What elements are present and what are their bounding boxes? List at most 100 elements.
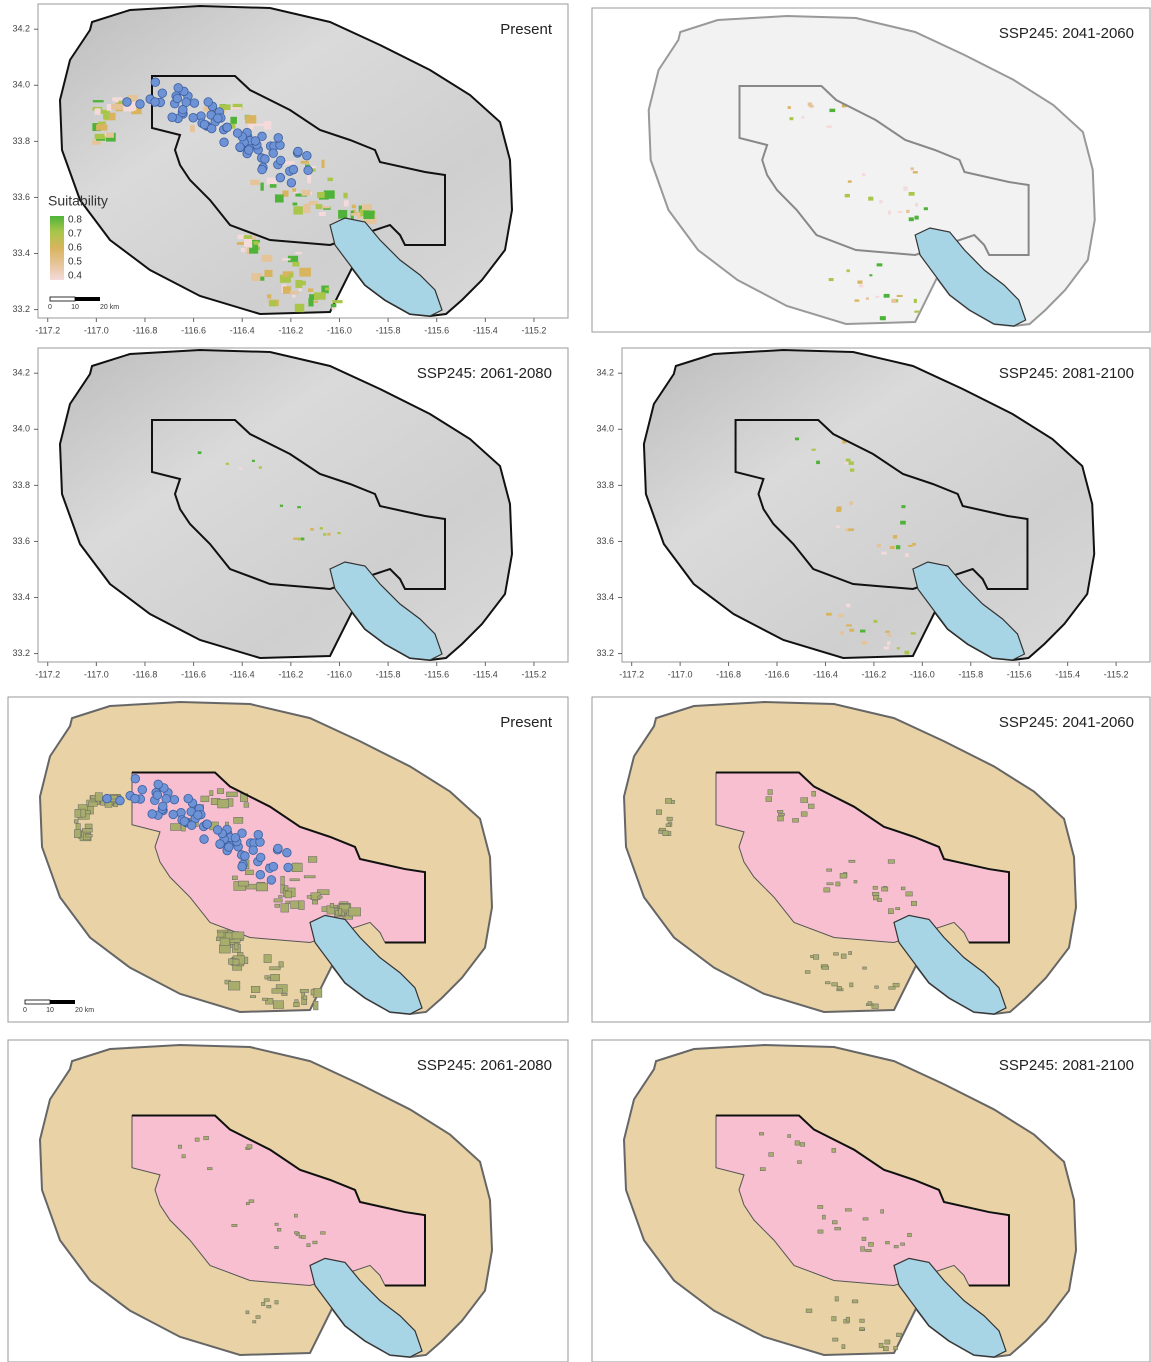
occurrence-point [249, 846, 258, 855]
habitat-patch [279, 962, 283, 967]
habitat-patch [909, 192, 915, 196]
habitat-patch [220, 938, 230, 945]
habitat-patch [848, 180, 852, 182]
occurrence-point [174, 84, 183, 93]
habitat-patch [778, 816, 784, 821]
legend-label: 0.7 [68, 229, 82, 240]
habitat-patch [827, 869, 832, 871]
habitat-patch [788, 106, 791, 109]
x-tick-label: -116.4 [813, 669, 838, 679]
legend-label: 0.4 [68, 271, 82, 282]
habitat-patch [877, 544, 881, 548]
habitat-patch [800, 1143, 805, 1147]
habitat-patch [849, 629, 854, 632]
occurrence-point [233, 129, 242, 138]
panel-title: SSP245: 2061-2080 [417, 1057, 552, 1074]
habitat-patch [850, 501, 853, 505]
habitat-patch [253, 1321, 256, 1323]
habitat-patch [97, 124, 106, 130]
habitat-patch [904, 651, 909, 655]
habitat-patch [290, 879, 300, 881]
habitat-patch [666, 824, 671, 827]
habitat-patch [901, 887, 905, 890]
habitat-patch [201, 796, 209, 802]
habitat-patch [264, 1299, 269, 1302]
habitat-patch [849, 860, 855, 862]
habitat-patch [245, 115, 256, 123]
habitat-patch [261, 255, 272, 262]
habitat-patch [218, 799, 229, 808]
habitat-patch [829, 109, 835, 112]
occurrence-point [182, 98, 191, 107]
habitat-patch [850, 983, 853, 987]
habitat-patch [198, 451, 202, 454]
habitat-patch [297, 506, 301, 508]
habitat-patch [281, 876, 285, 884]
habitat-patch [910, 167, 914, 170]
habitat-patch [299, 268, 311, 277]
occurrence-point [154, 780, 163, 789]
habitat-patch [226, 463, 229, 465]
habitat-patch [841, 954, 846, 958]
habitat-patch [233, 959, 239, 965]
habitat-patch [252, 460, 255, 462]
habitat-patch [204, 1136, 209, 1140]
habitat-patch [298, 538, 301, 541]
occurrence-point [138, 785, 147, 794]
habitat-patch [270, 300, 277, 306]
habitat-patch [906, 892, 913, 896]
habitat-patch [816, 461, 820, 464]
habitat-patch [908, 545, 913, 547]
habitat-patch [343, 193, 347, 198]
habitat-patch [826, 613, 832, 616]
scale-bar-label: 10 [71, 304, 79, 311]
habitat-patch [344, 200, 349, 206]
habitat-patch [284, 886, 288, 891]
x-tick-label: -116.4 [230, 669, 255, 679]
habitat-patch [290, 291, 299, 294]
habitat-patch [818, 1230, 823, 1233]
x-tick-label: -116.2 [278, 669, 303, 679]
y-tick-label: 33.6 [596, 536, 614, 546]
map-panel: SSP245: 2061-2080 [8, 1040, 568, 1362]
habitat-patch [267, 1305, 271, 1308]
habitat-patch [863, 967, 867, 969]
habitat-patch [862, 641, 867, 644]
occurrence-point [187, 821, 196, 830]
habitat-patch [308, 856, 317, 862]
habitat-patch [845, 1209, 851, 1211]
habitat-patch [302, 190, 311, 196]
habitat-patch [909, 217, 914, 221]
habitat-patch [301, 538, 304, 541]
habitat-patch [302, 1235, 306, 1238]
habitat-patch [330, 903, 334, 907]
habitat-patch [292, 262, 299, 267]
habitat-patch [840, 873, 847, 878]
habitat-patch [768, 790, 773, 795]
habitat-patch [836, 882, 840, 886]
occurrence-point [274, 134, 283, 143]
habitat-patch [207, 1168, 212, 1170]
habitat-patch [244, 239, 252, 246]
habitat-patch [238, 234, 245, 239]
habitat-patch [888, 909, 893, 914]
x-tick-label: -115.6 [424, 669, 449, 679]
habitat-patch [883, 1346, 888, 1350]
x-tick-label: -116.6 [765, 669, 790, 679]
habitat-patch [885, 631, 890, 633]
habitat-patch [93, 100, 104, 102]
occurrence-point [168, 113, 177, 122]
occurrence-point [103, 794, 112, 803]
habitat-patch [232, 932, 244, 939]
occurrence-point [289, 165, 298, 174]
y-tick-label: 33.8 [12, 136, 30, 146]
habitat-patch [822, 966, 829, 969]
habitat-patch [254, 124, 264, 127]
habitat-patch [267, 178, 277, 185]
habitat-patch [270, 967, 281, 970]
y-tick-label: 33.6 [12, 192, 30, 202]
habitat-patch [667, 817, 673, 820]
habitat-patch [280, 505, 283, 507]
habitat-patch [230, 117, 237, 124]
y-tick-label: 34.2 [12, 368, 30, 378]
